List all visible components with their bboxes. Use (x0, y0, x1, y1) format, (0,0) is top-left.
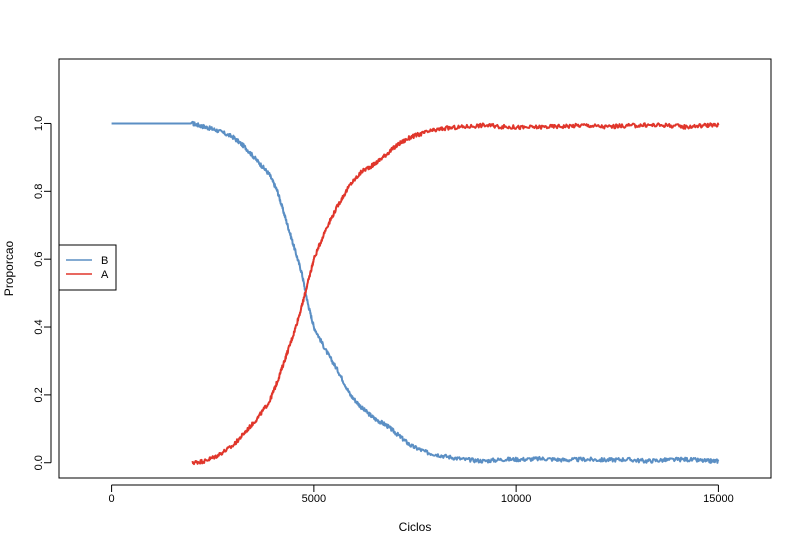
x-tick-label: 10000 (501, 493, 532, 505)
legend-box (58, 244, 117, 291)
x-tick-label: 15000 (703, 493, 734, 505)
y-tick-label: 0.2 (33, 387, 45, 402)
x-tick-label: 5000 (302, 493, 326, 505)
y-axis-label: Proporcao (2, 240, 16, 296)
axes: 0 5000 10000 15000 0.0 0.2 0.4 0.6 0.8 1.0 (33, 116, 734, 505)
x-tick-label: 0 (109, 493, 115, 505)
y-tick-label: 0.4 (33, 319, 45, 334)
series-line-B (111, 120, 720, 464)
series-layer (111, 120, 720, 466)
legend-label-B: B (101, 255, 108, 267)
x-axis-label: Ciclos (399, 520, 432, 534)
y-tick-label: 0.8 (33, 184, 45, 199)
series-line-A (191, 122, 720, 466)
plot-frame (58, 58, 772, 479)
y-tick-label: 1.0 (33, 116, 45, 131)
y-tick-label: 0.6 (33, 252, 45, 267)
legend: BA (58, 244, 117, 291)
legend-label-A: A (101, 269, 109, 281)
y-tick-label: 0.0 (33, 455, 45, 470)
